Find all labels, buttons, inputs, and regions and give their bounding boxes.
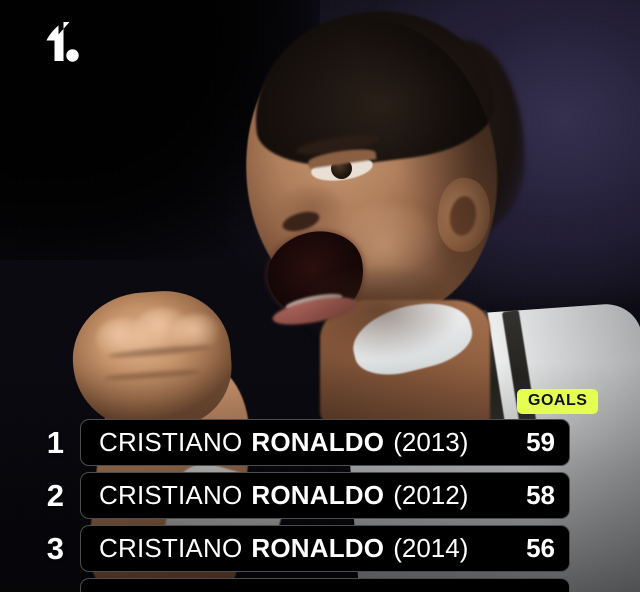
player-last-name: RONALDO bbox=[251, 533, 385, 563]
table-row[interactable]: 3 CRISTIANO RONALDO (2014) 56 bbox=[0, 525, 640, 572]
table-row-partial[interactable] bbox=[0, 578, 640, 592]
table-row[interactable]: 1 CRISTIANO RONALDO (2013) 59 bbox=[0, 419, 640, 466]
goals-value: 56 bbox=[526, 533, 555, 563]
goals-badge: GOALS bbox=[517, 389, 599, 414]
ranking-list: 1 CRISTIANO RONALDO (2013) 59 2 CRISTIAN… bbox=[0, 419, 640, 592]
player-first-name: CRISTIANO bbox=[99, 427, 243, 457]
season-year: (2012) bbox=[393, 480, 469, 510]
onefootball-logo bbox=[38, 20, 84, 64]
rank-number: 2 bbox=[46, 478, 64, 513]
rank-number: 3 bbox=[46, 531, 64, 566]
season-year: (2014) bbox=[393, 533, 469, 563]
player-first-name: CRISTIANO bbox=[99, 480, 243, 510]
player-first-name: CRISTIANO bbox=[99, 533, 243, 563]
rank-pill[interactable]: CRISTIANO RONALDO (2013) 59 bbox=[80, 419, 570, 466]
goals-value: 59 bbox=[526, 427, 555, 457]
player-last-name: RONALDO bbox=[251, 480, 385, 510]
knuckle-highlight bbox=[172, 314, 222, 354]
season-year: (2013) bbox=[393, 427, 469, 457]
rank-pill[interactable]: CRISTIANO RONALDO (2014) 56 bbox=[80, 525, 570, 572]
rank-pill[interactable] bbox=[80, 578, 570, 592]
table-row[interactable]: 2 CRISTIANO RONALDO (2012) 58 bbox=[0, 472, 640, 519]
rank-pill[interactable]: CRISTIANO RONALDO (2012) 58 bbox=[80, 472, 570, 519]
rank-number: 1 bbox=[46, 425, 64, 460]
player-last-name: RONALDO bbox=[251, 427, 385, 457]
goals-value: 58 bbox=[526, 480, 555, 510]
